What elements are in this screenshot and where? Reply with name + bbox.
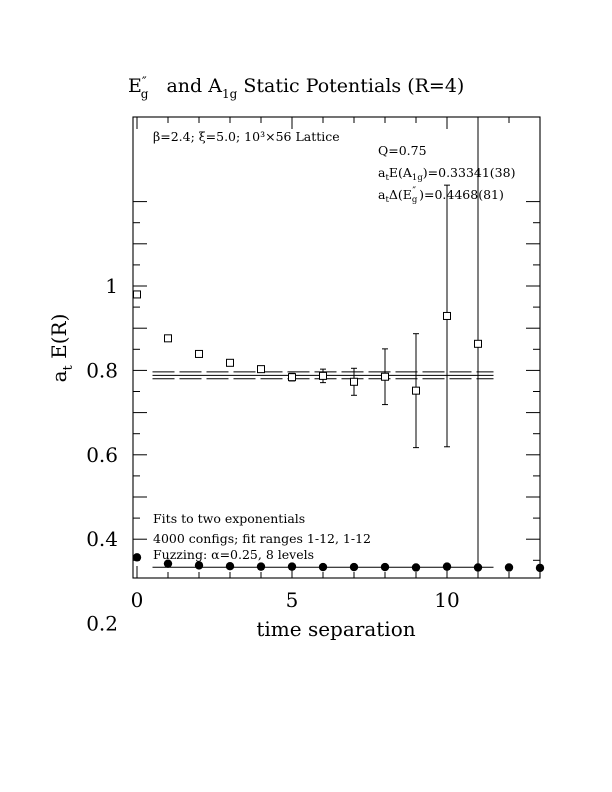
data-point-square — [257, 365, 265, 374]
data-point-square — [350, 377, 358, 386]
data-point-square — [288, 373, 296, 382]
title-e-sub: g — [141, 87, 149, 101]
data-point-circle — [132, 553, 142, 562]
data-point-circle — [318, 562, 328, 572]
data-point-circle — [411, 563, 421, 572]
chart-title: E″ g and A1g Static Potentials (R=4) — [128, 75, 464, 101]
data-point-square — [195, 349, 203, 358]
data-points — [132, 117, 545, 578]
data-point-circle — [504, 563, 514, 572]
data-point-circle — [256, 562, 266, 571]
title-e-prime: ″ — [142, 75, 147, 90]
title-mid: and A — [166, 75, 222, 97]
lattice-header: β=2.4; ξ=5.0; 10³×56 Lattice — [153, 129, 340, 144]
data-point-square — [443, 311, 451, 320]
plot-frame — [132, 116, 541, 579]
x-tick-label: 10 — [434, 588, 459, 612]
note-configs: 4000 configs; fit ranges 1-12, 1-12 — [153, 531, 371, 546]
title-rest: Static Potentials (R=4) — [243, 75, 464, 97]
data-point-circle — [287, 562, 297, 571]
data-point-circle — [163, 559, 173, 568]
fit-energy-a1g: atE(A1g)=0.33341(38) — [378, 165, 515, 183]
data-point-circle — [442, 562, 452, 571]
data-point-square — [412, 386, 420, 395]
data-point-square — [381, 372, 389, 381]
data-point-square — [164, 334, 172, 343]
y-axis-label: at E(R) — [47, 314, 76, 383]
note-fits: Fits to two exponentials — [153, 511, 305, 526]
x-tick-label: 0 — [131, 588, 144, 612]
y-tick-label: 0.2 — [86, 612, 118, 636]
x-axis-label: time separation — [256, 617, 415, 641]
title-e: E — [128, 75, 142, 97]
data-point-circle — [349, 562, 359, 572]
data-point-circle — [225, 562, 235, 571]
y-tick-label: 0.6 — [86, 443, 118, 467]
data-point-circle — [473, 563, 483, 572]
data-point-square — [226, 358, 234, 367]
data-point-square — [319, 371, 327, 380]
data-point-circle — [535, 563, 545, 573]
y-tick-labels: 0.2 0.4 0.6 0.8 1 — [86, 274, 118, 636]
data-point-square — [133, 290, 141, 299]
data-point-square — [474, 339, 482, 348]
y-tick-label: 0.8 — [86, 358, 118, 382]
x-tick-labels: 0 5 10 — [131, 588, 460, 612]
note-fuzzing: Fuzzing: α=0.25, 8 levels — [153, 547, 314, 562]
data-point-circle — [380, 562, 390, 572]
y-tick-label: 1 — [105, 274, 118, 298]
data-point-circle — [194, 561, 204, 570]
fit-gap-eg: atΔ(Eg″)=0.4468(81) — [378, 186, 504, 205]
title-a-sub: 1g — [222, 87, 238, 101]
axis-ticks — [133, 117, 541, 578]
x-tick-label: 5 — [286, 588, 299, 612]
y-tick-label: 0.4 — [86, 527, 118, 551]
fit-q: Q=0.75 — [378, 143, 427, 158]
